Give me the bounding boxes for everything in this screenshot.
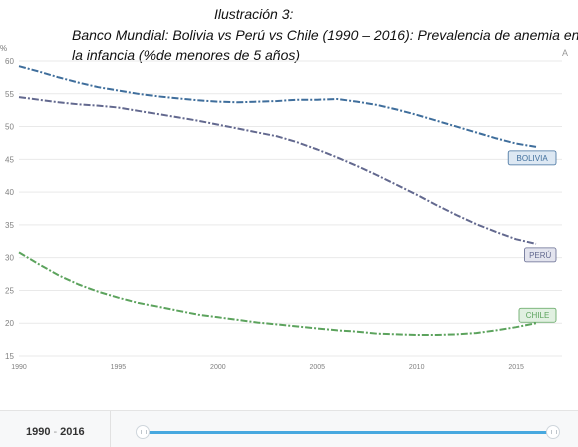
time-range-label: 1990-2016 bbox=[26, 426, 85, 438]
chart-title-line-1: Banco Mundial: Bolivia vs Perú vs Chile … bbox=[72, 27, 578, 43]
x-tick-label: 2010 bbox=[409, 364, 425, 371]
range-slider-start-handle[interactable] bbox=[136, 425, 150, 439]
range-start-year: 1990 bbox=[26, 426, 51, 438]
figure-caption: Ilustración 3: Banco Mundial: Bolivia vs… bbox=[0, 0, 578, 70]
y-tick-label: 25 bbox=[5, 286, 14, 295]
x-tick-label: 2005 bbox=[309, 364, 325, 371]
range-slider-end-handle[interactable] bbox=[546, 425, 560, 439]
y-tick-label: 55 bbox=[5, 90, 14, 99]
y-tick-label: 35 bbox=[5, 221, 14, 230]
series-label-text: BOLIVIA bbox=[517, 154, 549, 163]
series-label-box bbox=[518, 307, 557, 323]
y-tick-label: 40 bbox=[5, 188, 14, 197]
series-label-bolivia: BOLIVIA bbox=[507, 150, 557, 166]
x-tick-label: 2000 bbox=[210, 364, 226, 371]
range-slider-track[interactable] bbox=[143, 431, 553, 434]
series-line-bolivia[interactable] bbox=[18, 65, 537, 148]
series-lines bbox=[18, 65, 537, 336]
time-range-footer: 1990-2016 bbox=[0, 410, 578, 447]
grid-lines bbox=[19, 60, 562, 357]
y-axis-ticks: 15 20 25 30 35 40 45 50 55 60 bbox=[5, 57, 14, 361]
y-tick-label: 45 bbox=[5, 155, 14, 164]
series-label-box bbox=[507, 150, 557, 166]
range-end-year: 2016 bbox=[60, 426, 85, 438]
y-tick-label: 50 bbox=[5, 123, 14, 132]
series-label-text: PERÚ bbox=[529, 251, 551, 260]
y-axis-unit-label: % bbox=[0, 44, 8, 53]
chart-corner-letter: A bbox=[562, 48, 569, 58]
series-label-box bbox=[524, 247, 557, 263]
y-tick-label: 60 bbox=[5, 57, 14, 66]
footer-divider bbox=[110, 411, 111, 447]
series-label-text: CHILE bbox=[526, 311, 550, 320]
x-tick-label: 1990 bbox=[11, 364, 27, 371]
series-line-chile[interactable] bbox=[18, 251, 537, 336]
x-tick-label: 2015 bbox=[508, 364, 524, 371]
series-label-chile: CHILE bbox=[518, 307, 557, 323]
chart-title-line-2: la infancia (%de menores de 5 años) bbox=[72, 47, 301, 63]
y-tick-label: 30 bbox=[5, 254, 14, 263]
x-tick-label: 1995 bbox=[111, 364, 127, 371]
y-tick-label: 20 bbox=[5, 319, 14, 328]
y-tick-label: 15 bbox=[5, 352, 14, 361]
range-separator: - bbox=[53, 426, 58, 438]
series-label-peru: PERÚ bbox=[524, 247, 557, 263]
series-line-peru[interactable] bbox=[18, 96, 537, 245]
figure-label: Ilustración 3: bbox=[214, 6, 294, 22]
series-labels: BOLIVIA PERÚ CHILE bbox=[507, 150, 557, 323]
line-chart: 15 20 25 30 35 40 45 50 55 60 1990 1995 2000 2005 201… bbox=[5, 57, 562, 371]
x-axis-ticks: 1990 1995 2000 2005 2010 2015 bbox=[11, 364, 524, 371]
